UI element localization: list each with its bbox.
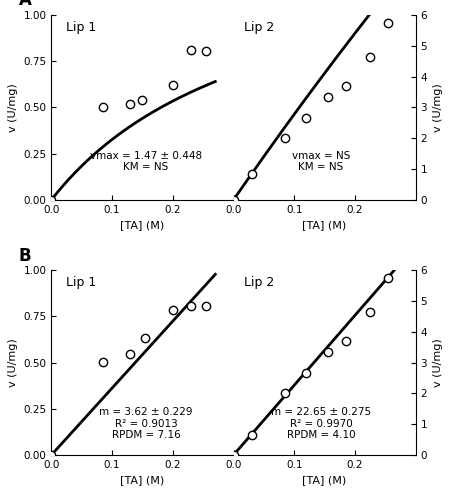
X-axis label: [TA] (M): [TA] (M) — [120, 220, 164, 230]
Text: B: B — [19, 246, 31, 264]
Text: Lip 1: Lip 1 — [66, 20, 96, 34]
Y-axis label: v (U/mg): v (U/mg) — [8, 338, 18, 387]
X-axis label: [TA] (M): [TA] (M) — [120, 476, 164, 486]
Text: Lip 2: Lip 2 — [244, 276, 275, 288]
Text: Lip 2: Lip 2 — [244, 20, 275, 34]
Y-axis label: v (U/mg): v (U/mg) — [432, 83, 443, 132]
X-axis label: [TA] (M): [TA] (M) — [303, 476, 347, 486]
Text: m = 22.65 ± 0.275
R² = 0.9970
RPDM = 4.10: m = 22.65 ± 0.275 R² = 0.9970 RPDM = 4.1… — [271, 407, 371, 440]
Text: A: A — [19, 0, 31, 10]
X-axis label: [TA] (M): [TA] (M) — [303, 220, 347, 230]
Text: Lip 1: Lip 1 — [66, 276, 96, 288]
Y-axis label: v (U/mg): v (U/mg) — [432, 338, 443, 387]
Y-axis label: v (U/mg): v (U/mg) — [8, 83, 18, 132]
Text: vmax = NS
KM = NS: vmax = NS KM = NS — [292, 150, 350, 172]
Text: m = 3.62 ± 0.229
R² = 0.9013
RPDM = 7.16: m = 3.62 ± 0.229 R² = 0.9013 RPDM = 7.16 — [99, 407, 193, 440]
Text: vmax = 1.47 ± 0.448
KM = NS: vmax = 1.47 ± 0.448 KM = NS — [90, 150, 202, 172]
